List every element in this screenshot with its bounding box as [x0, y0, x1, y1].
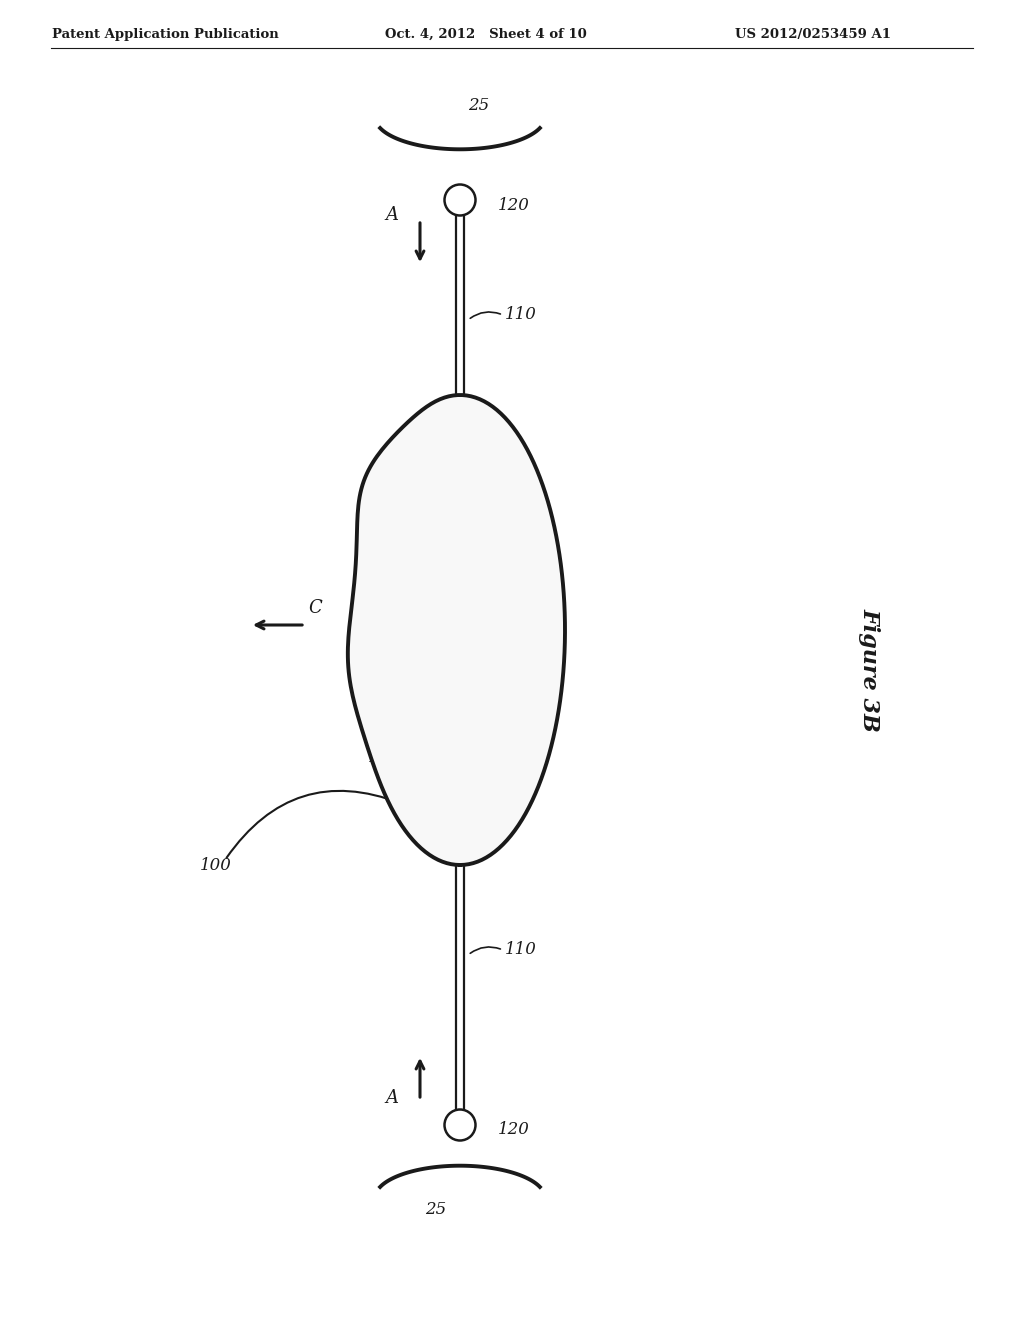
Text: Oct. 4, 2012   Sheet 4 of 10: Oct. 4, 2012 Sheet 4 of 10 [385, 28, 587, 41]
Circle shape [444, 1110, 475, 1140]
Text: 120: 120 [498, 1122, 529, 1138]
Text: B: B [428, 480, 441, 499]
Text: 110: 110 [505, 941, 537, 958]
Text: C: C [308, 599, 322, 616]
Text: 25: 25 [425, 1201, 446, 1218]
Text: A: A [385, 206, 398, 224]
Text: US 2012/0253459 A1: US 2012/0253459 A1 [735, 28, 891, 41]
Text: 25: 25 [468, 96, 489, 114]
Text: 110: 110 [505, 306, 537, 323]
Text: A: A [385, 1089, 398, 1107]
Text: 120: 120 [498, 197, 529, 214]
Text: 105: 105 [368, 750, 400, 767]
Polygon shape [348, 395, 565, 865]
Text: Patent Application Publication: Patent Application Publication [52, 28, 279, 41]
Text: 100: 100 [200, 857, 231, 874]
Text: B: B [432, 762, 444, 779]
Circle shape [444, 185, 475, 215]
Text: Figure 3B: Figure 3B [859, 609, 881, 731]
